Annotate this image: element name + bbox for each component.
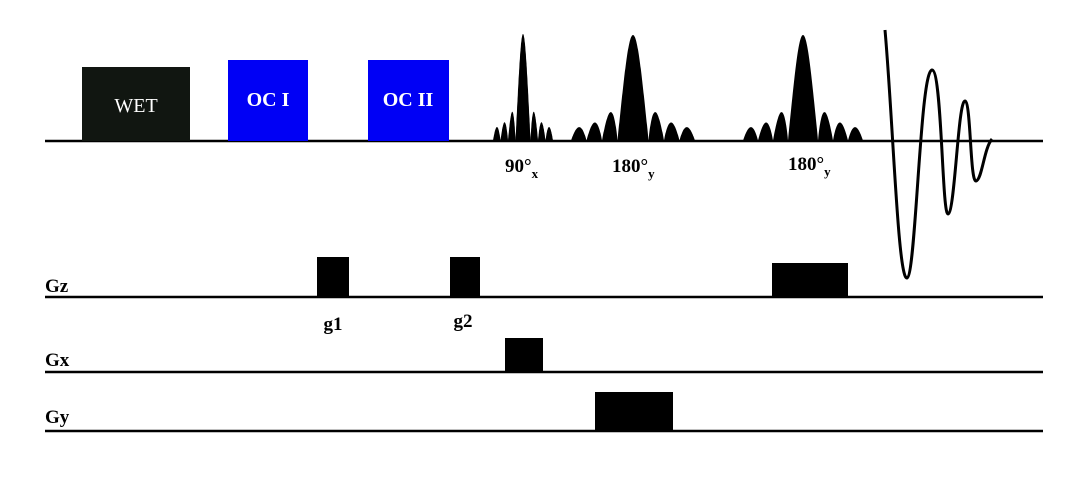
oc2-block <box>368 60 449 141</box>
oc1-block <box>228 60 308 141</box>
block-label: OC I <box>247 89 290 111</box>
pulse-label: 180°y <box>612 156 655 181</box>
pulse-label: 180°y <box>788 154 831 179</box>
block-label: WET <box>114 95 157 117</box>
sinc-pulse <box>571 35 695 141</box>
channel-label: Gz <box>45 276 69 297</box>
channel-label: Gx <box>45 350 70 371</box>
gradient-gz-crusher <box>772 263 848 297</box>
gradient-label: g2 <box>454 311 473 332</box>
channel-label: Gy <box>45 407 70 428</box>
gradient-g1 <box>317 257 349 297</box>
rf-pulses <box>493 34 863 141</box>
block-label: OC II <box>383 89 434 111</box>
pulse-label: 90°x <box>505 156 539 181</box>
sinc-pulse <box>493 34 553 141</box>
gradient-label: g1 <box>324 314 343 335</box>
gradient-gy <box>595 392 673 431</box>
fid-signal <box>883 29 994 280</box>
sinc-pulse <box>743 35 863 141</box>
wet-block <box>82 67 190 141</box>
gradient-gx <box>505 338 543 372</box>
gradient-g2 <box>450 257 480 297</box>
